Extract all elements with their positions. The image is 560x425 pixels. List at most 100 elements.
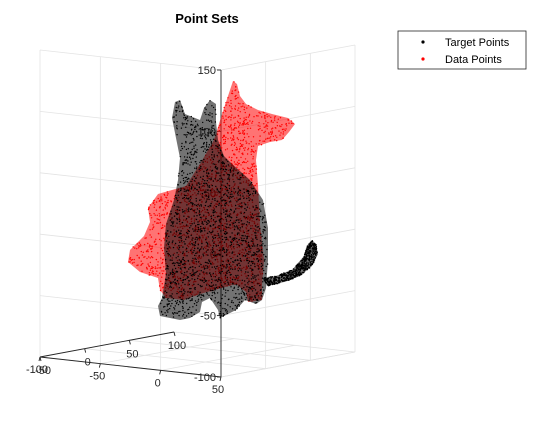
target-points-cloud-point [202, 255, 205, 257]
data-points-cloud-point [250, 106, 252, 108]
x-tick-label: -100 [26, 364, 48, 376]
target-points-cloud-point [239, 268, 241, 270]
target-points-cloud-point [241, 287, 243, 290]
target-points-cloud-point [182, 162, 184, 164]
target-points-cloud-point [294, 272, 296, 274]
data-points-cloud-point [259, 127, 261, 130]
target-points-cloud-point [211, 184, 213, 187]
target-points-cloud-point [191, 223, 193, 225]
x-tick-label: 50 [212, 384, 224, 396]
target-points-cloud-point [177, 175, 180, 177]
target-points-cloud-point [202, 294, 204, 296]
target-points-cloud-point [305, 255, 308, 258]
data-points-cloud-point [264, 116, 266, 118]
target-points-cloud-point [192, 269, 194, 271]
target-points-cloud-point [183, 266, 186, 269]
target-points-cloud-point [316, 251, 318, 253]
target-points-cloud-point [309, 249, 311, 252]
target-points-cloud-point [202, 185, 204, 187]
target-points-cloud-point [222, 199, 224, 201]
target-points-cloud-point [165, 258, 167, 261]
target-points-cloud-point [220, 213, 222, 215]
target-points-cloud-point [210, 263, 212, 265]
target-points-cloud-point [184, 116, 187, 119]
target-points-cloud-point [226, 249, 228, 251]
data-points-cloud-point [154, 243, 157, 246]
target-points-cloud-point [188, 183, 190, 185]
target-points-cloud-point [183, 123, 185, 125]
target-points-cloud-point [311, 261, 314, 263]
target-points-cloud-point [160, 310, 163, 313]
target-points-cloud-point [287, 278, 290, 280]
target-points-cloud-point [205, 200, 208, 202]
data-points-cloud-point [248, 172, 250, 175]
target-points-cloud-point [244, 203, 246, 205]
target-points-cloud-point [246, 257, 248, 260]
target-points-cloud-point [265, 221, 267, 223]
target-points-cloud-point [315, 252, 318, 254]
target-points-cloud-point [226, 223, 228, 225]
target-points-cloud-point [308, 245, 310, 247]
data-points-cloud-point [242, 139, 244, 142]
target-points-cloud-point [204, 148, 206, 150]
data-points-cloud-point [253, 162, 255, 165]
target-points-cloud-point [181, 142, 183, 145]
target-points-cloud-point [262, 222, 264, 224]
target-points-cloud-point [218, 172, 220, 174]
data-points-cloud-point [231, 131, 233, 134]
target-points-cloud-point [252, 260, 254, 263]
target-points-cloud-point [212, 138, 215, 140]
data-points-cloud-point [238, 159, 240, 161]
data-points-cloud-point [144, 256, 146, 258]
target-points-cloud-point [178, 283, 180, 285]
target-points-cloud-point [211, 134, 214, 137]
target-points-cloud-point [203, 170, 205, 173]
data-points-cloud-point [242, 130, 244, 132]
target-points-cloud-point [194, 300, 197, 302]
target-points-cloud-point [228, 263, 231, 266]
target-points-cloud-point [211, 105, 213, 107]
data-points-cloud-point [147, 263, 149, 265]
target-points-cloud-point [211, 249, 214, 251]
target-points-cloud-point [250, 227, 252, 230]
target-points-cloud-point [309, 246, 311, 248]
data-points-cloud-point [238, 124, 241, 127]
target-points-cloud-point [188, 280, 190, 282]
target-points-cloud-point [171, 270, 174, 272]
target-points-cloud-point [299, 268, 301, 270]
target-points-cloud-point [251, 290, 254, 292]
target-points-cloud-point [208, 198, 210, 201]
target-points-cloud-point [229, 236, 232, 238]
target-points-cloud-point [202, 223, 204, 225]
target-points-cloud-point [200, 286, 202, 288]
data-points-cloud-point [242, 105, 244, 107]
target-points-cloud-point [254, 232, 256, 234]
target-points-cloud-point [167, 268, 169, 270]
target-points-cloud-point [200, 231, 202, 233]
target-points-cloud-point [190, 187, 193, 189]
target-points-cloud-point [219, 316, 222, 318]
target-points-cloud-point [182, 279, 184, 282]
target-points-cloud-point [178, 105, 180, 107]
target-points-cloud-point [296, 269, 298, 272]
target-points-cloud-point [197, 226, 200, 229]
data-points-cloud-point [150, 250, 153, 253]
target-points-cloud-point [288, 271, 290, 273]
target-points-cloud-point [197, 298, 200, 300]
target-points-cloud-point [287, 274, 289, 276]
target-points-cloud-point [206, 175, 209, 178]
data-points-cloud-point [231, 149, 234, 152]
target-points-cloud-point [190, 180, 192, 183]
target-points-cloud-point [170, 210, 172, 212]
target-points-cloud-point [222, 315, 224, 317]
target-points-cloud-point [211, 289, 213, 292]
target-points-cloud-point [204, 135, 206, 137]
target-points-cloud-point [178, 287, 180, 289]
target-points-cloud-point [224, 308, 226, 310]
target-points-cloud-point [193, 175, 196, 178]
data-points-cloud-point [234, 163, 236, 165]
target-points-cloud-point [268, 284, 271, 286]
data-points-cloud-point [156, 267, 158, 269]
target-points-cloud-point [192, 124, 194, 126]
data-points-cloud-point [140, 264, 142, 266]
